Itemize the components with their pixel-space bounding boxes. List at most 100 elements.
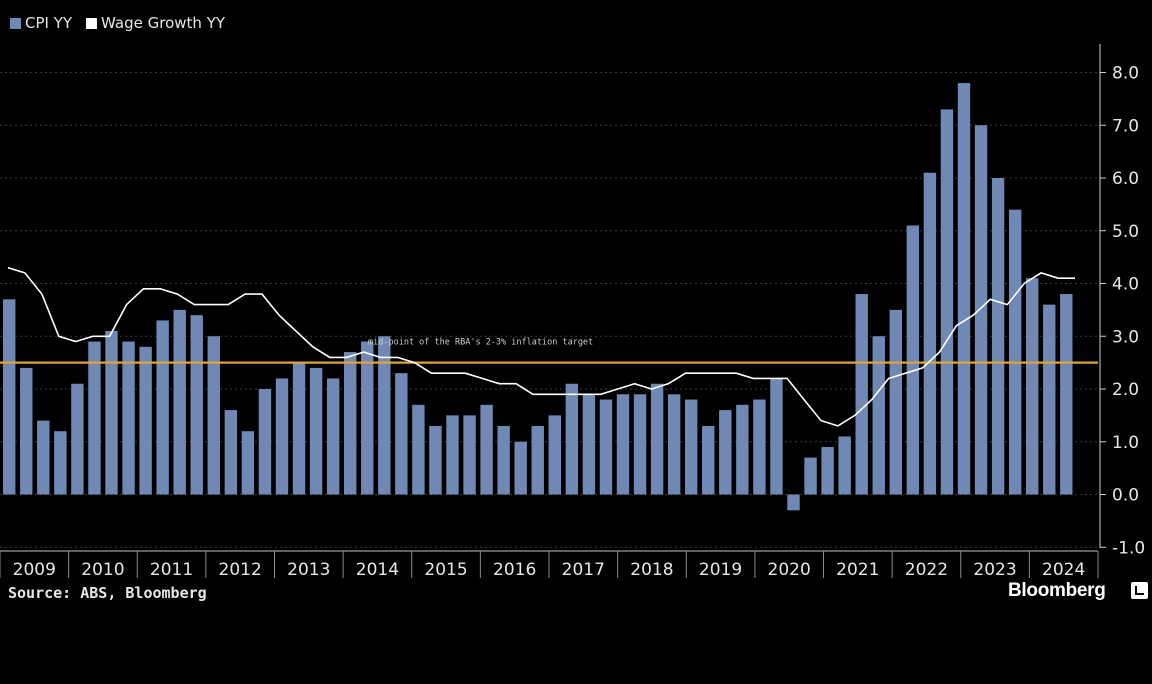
bar [446, 415, 459, 495]
y-tick-label: 3.0 [1112, 327, 1139, 347]
y-tick-label: 5.0 [1112, 222, 1139, 242]
x-tick-label: 2018 [630, 560, 673, 580]
brand-logo: Bloomberg [1008, 580, 1106, 601]
bar [667, 394, 681, 495]
bar [497, 425, 510, 495]
bar [719, 410, 732, 495]
blank-area [0, 606, 1152, 684]
y-tick-label: -1.0 [1112, 538, 1145, 558]
x-tick-label: 2019 [699, 560, 742, 580]
bar [20, 367, 33, 495]
x-tick-label: 2016 [493, 560, 536, 580]
legend-item-cpi: CPI YY [10, 14, 72, 32]
bar [1043, 304, 1056, 495]
bar [1060, 294, 1073, 495]
bar [54, 431, 67, 495]
bar [258, 389, 272, 495]
target-annotation: mid-point of the RBA's 2-3% inflation ta… [368, 338, 593, 348]
bar [1008, 209, 1022, 495]
bar [480, 404, 493, 495]
x-tick-label: 2015 [424, 560, 467, 580]
x-tick-label: 2017 [562, 560, 605, 580]
bar [633, 394, 647, 495]
bar [88, 341, 101, 495]
bar [326, 378, 340, 495]
bar [122, 341, 135, 495]
source-note: Source: ABS, Bloomberg [8, 584, 207, 602]
legend-label-wage: Wage Growth YY [101, 14, 226, 32]
bar [974, 125, 988, 495]
bar [565, 383, 579, 495]
x-tick-label: 2009 [13, 560, 56, 580]
legend-swatch-wage [86, 17, 98, 29]
bar [804, 457, 817, 495]
legend-swatch-cpi [10, 17, 21, 29]
bar [224, 410, 238, 495]
y-tick-label: 6.0 [1112, 169, 1139, 189]
x-tick-label: 2014 [356, 560, 399, 580]
bar [770, 378, 783, 495]
bar [787, 494, 800, 511]
y-tick-label: 1.0 [1112, 433, 1139, 453]
bar [275, 378, 289, 495]
bar [412, 404, 425, 495]
y-tick-label: 8.0 [1112, 64, 1139, 84]
bar [139, 346, 152, 495]
bar [616, 394, 630, 495]
bar [702, 425, 715, 495]
bar [582, 394, 596, 495]
bar [923, 172, 937, 495]
bar [1026, 278, 1039, 495]
legend-item-wage: Wage Growth YY [86, 14, 225, 32]
bar [736, 404, 749, 495]
bar [957, 83, 971, 495]
bar [463, 415, 476, 495]
bar [889, 309, 902, 495]
bar [821, 447, 834, 495]
bar [71, 383, 84, 495]
x-tick-label: 2022 [905, 560, 948, 580]
bar [599, 399, 613, 495]
y-tick-label: 4.0 [1112, 275, 1139, 295]
bar [3, 299, 16, 495]
bar [241, 431, 255, 495]
bar [548, 415, 561, 495]
x-tick-label: 2023 [973, 560, 1016, 580]
bar [514, 441, 527, 495]
x-tick-label: 2013 [287, 560, 330, 580]
bar [309, 367, 323, 495]
bar [156, 320, 169, 495]
bar [855, 294, 868, 495]
bar [37, 420, 50, 495]
legend: CPI YY Wage Growth YY [10, 14, 225, 32]
bar [207, 336, 220, 495]
bar [872, 336, 885, 495]
x-tick-label: 2024 [1042, 560, 1085, 580]
bar [429, 425, 442, 495]
x-tick-label: 2012 [219, 560, 262, 580]
bar [685, 399, 698, 495]
x-tick-label: 2010 [81, 560, 124, 580]
chart-svg: mid-point of the RBA's 2-3% inflation ta… [0, 44, 1145, 580]
y-tick-label: 2.0 [1112, 380, 1139, 400]
wage-growth-line [7, 266, 1075, 427]
y-tick-label: 7.0 [1112, 116, 1139, 136]
bar [190, 315, 203, 495]
bar [838, 436, 851, 495]
bar [940, 109, 954, 495]
x-tick-label: 2020 [768, 560, 811, 580]
bar [395, 373, 408, 495]
bar [531, 425, 544, 495]
x-tick-label: 2011 [150, 560, 193, 580]
bar [292, 362, 306, 495]
bar [906, 225, 920, 495]
bar [991, 178, 1005, 495]
legend-label-cpi: CPI YY [25, 14, 73, 32]
bar [361, 341, 374, 495]
bar [378, 336, 391, 495]
bar [753, 399, 766, 495]
y-tick-label: 0.0 [1112, 486, 1139, 506]
chart: mid-point of the RBA's 2-3% inflation ta… [0, 14, 1148, 602]
bar [650, 383, 664, 495]
bloomberg-chart-icon [1131, 582, 1148, 599]
